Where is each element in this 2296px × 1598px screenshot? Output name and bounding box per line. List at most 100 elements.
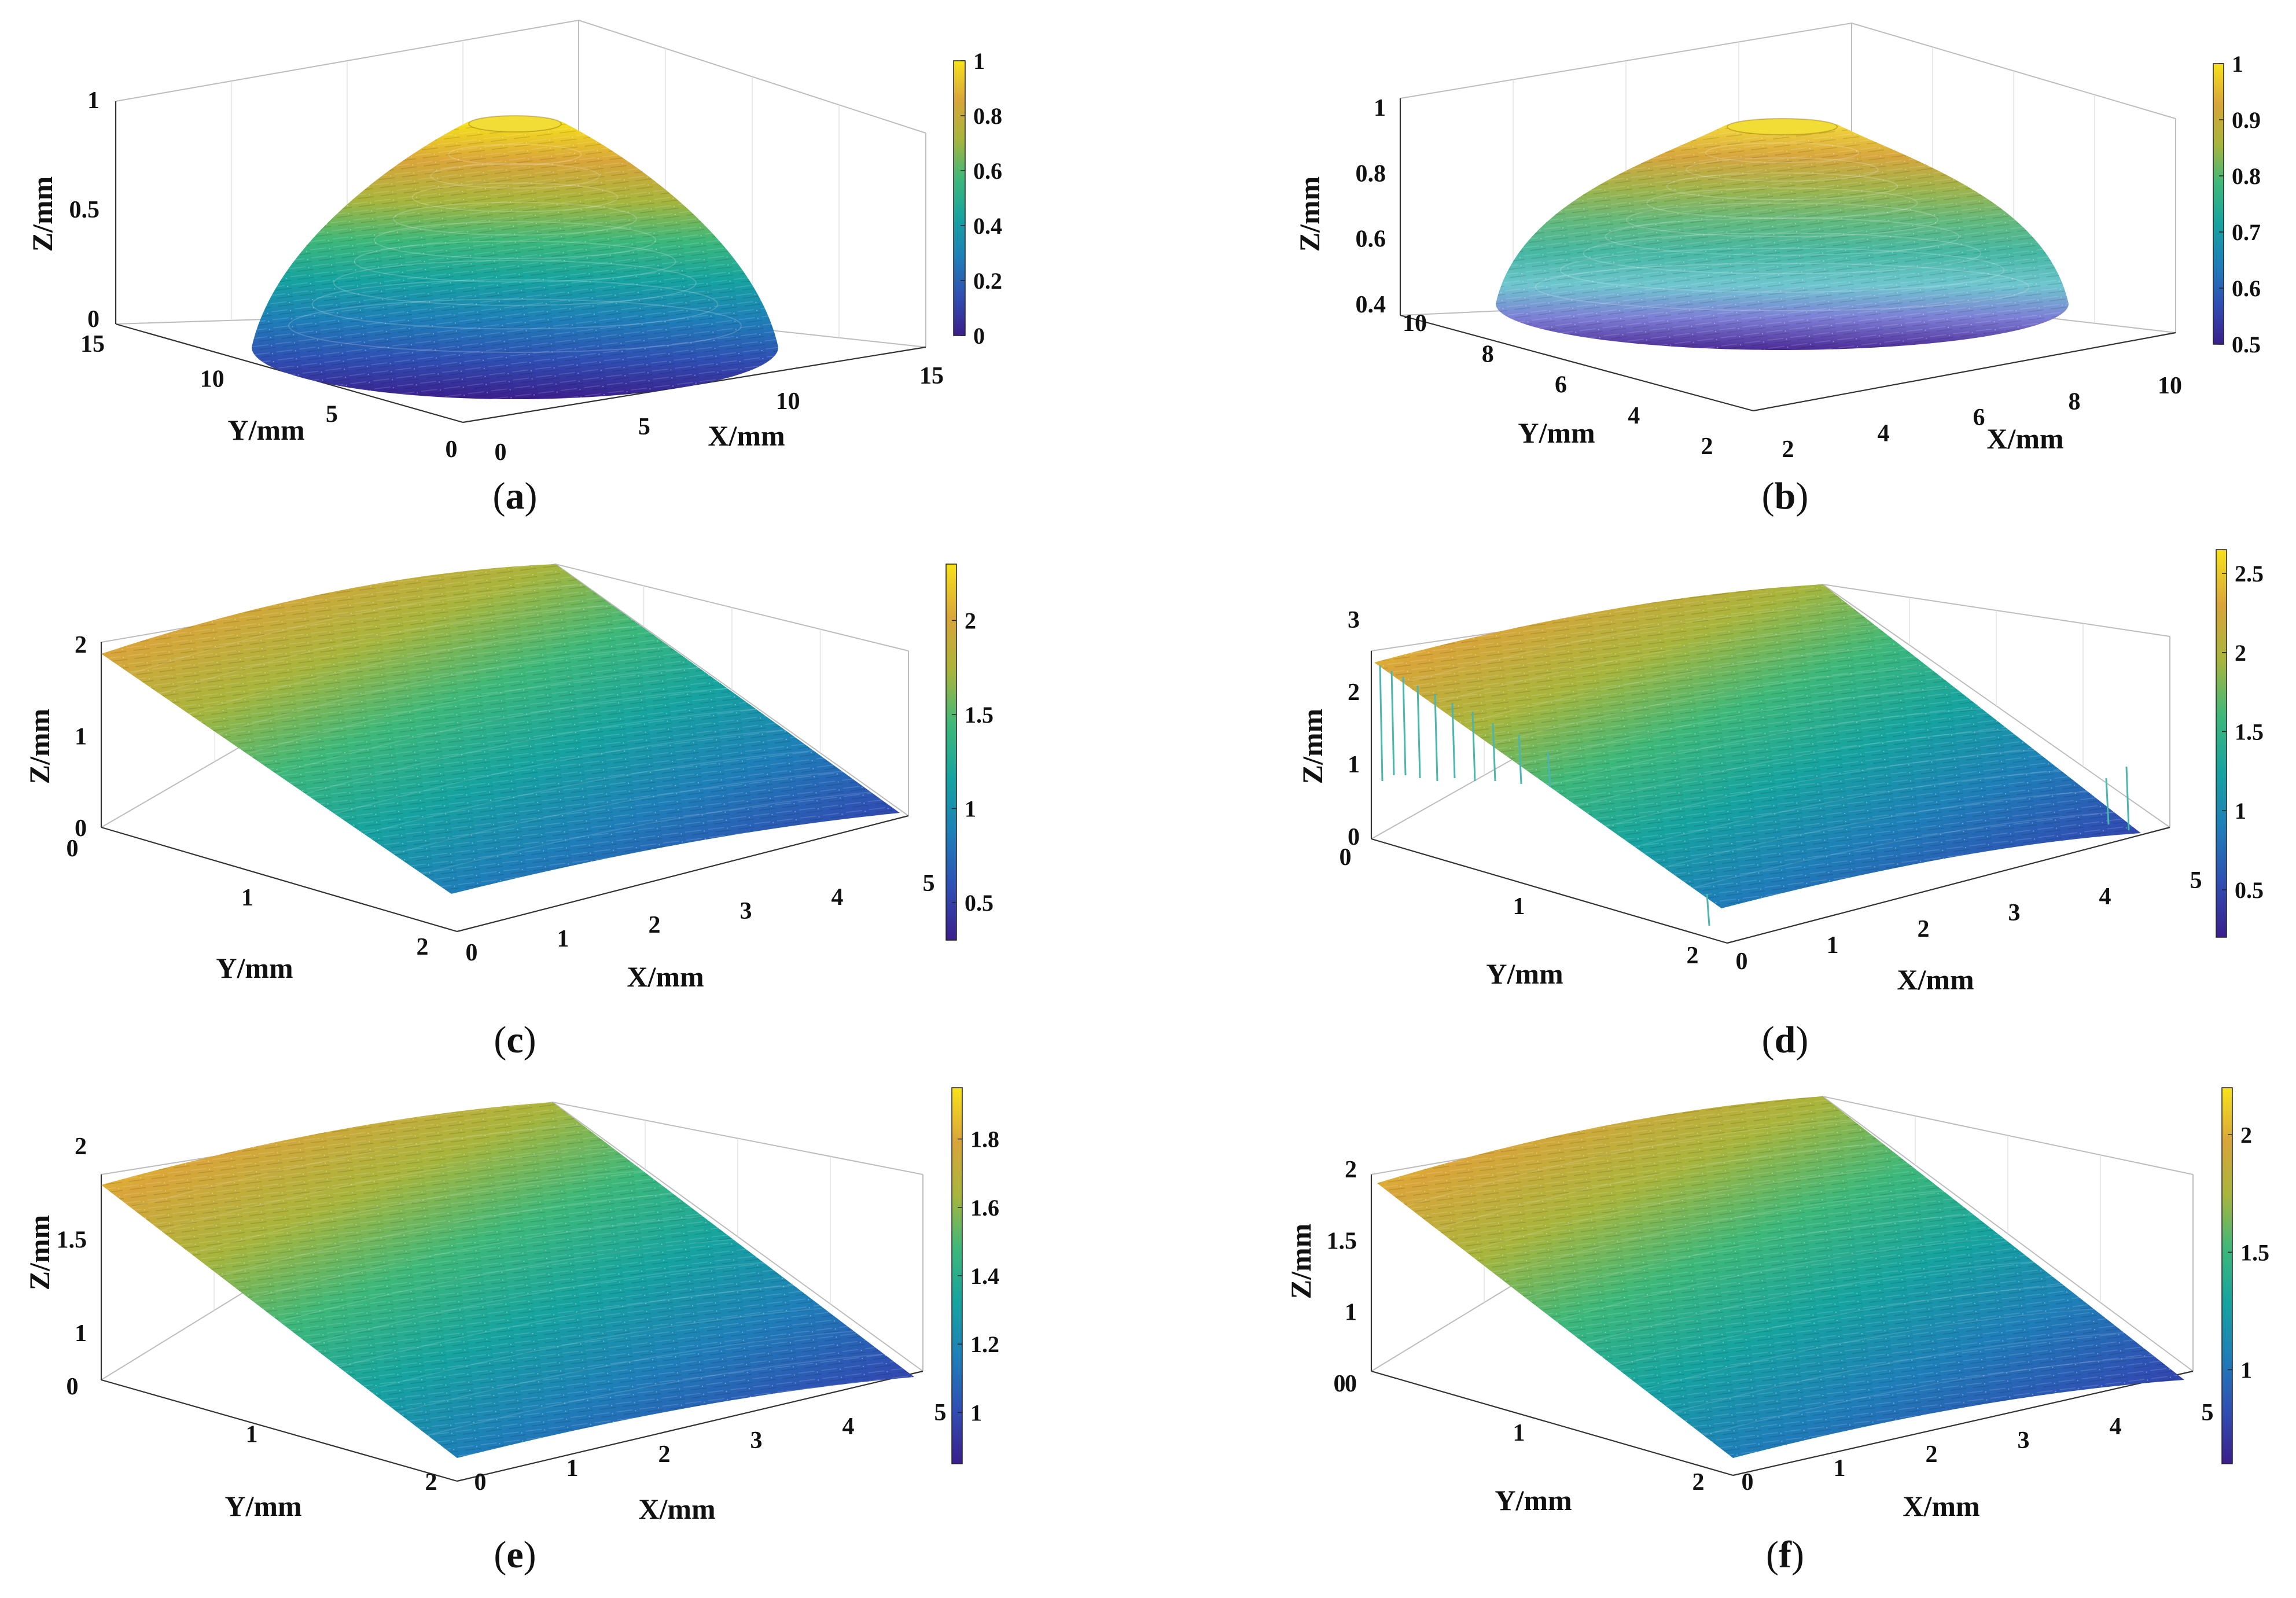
x-tick-label: 3: [740, 898, 752, 925]
contour-ring: [1666, 172, 1898, 200]
z-tick-label: 1: [75, 724, 87, 750]
y-axis-line: [1371, 838, 1728, 944]
outlier-spike: [1390, 671, 1395, 776]
x-tick-label: 3: [2018, 1427, 2030, 1454]
surface-texture: [252, 121, 778, 399]
contour-ring: [411, 182, 619, 212]
y-tick-label: 10: [1403, 310, 1427, 337]
x-axis-label: X/mm: [1986, 422, 2063, 455]
contour-line: [130, 584, 584, 675]
y-tick-label: 1: [1513, 893, 1525, 920]
x-tick-label: 1: [1827, 932, 1839, 959]
y-tick-label: 2: [417, 934, 429, 960]
contour-line: [368, 1308, 824, 1390]
contour-ring: [393, 201, 637, 236]
z-tick-label: 1.5: [57, 1227, 87, 1254]
contour-line: [1673, 1332, 2124, 1413]
x-tick-label: 1: [1834, 1455, 1846, 1482]
contour-line: [308, 1262, 764, 1345]
x-tick-label: 0: [1742, 1469, 1754, 1496]
contour-ring: [1705, 142, 1860, 163]
z-axis-label: Z/mm: [23, 709, 56, 785]
z-tick-label: 0: [87, 306, 100, 333]
colorbar-tick-label: 1: [970, 1400, 982, 1426]
y-tick-label: 0: [67, 835, 79, 862]
contour-line: [1489, 667, 1929, 745]
z-tick-label: 0.6: [1356, 226, 1386, 253]
contour-line: [1525, 1214, 1974, 1298]
y-tick-label: 1: [1513, 1420, 1525, 1446]
contour-line: [1692, 812, 2115, 889]
contour-line: [1495, 1190, 1944, 1276]
x-tick-label: 2: [649, 912, 661, 938]
x-tick-label: 5: [2202, 1400, 2214, 1426]
colorbar-tick-label: 1.2: [970, 1331, 999, 1357]
x-tick-label: 4: [842, 1413, 855, 1440]
y-tick-label: 2: [1692, 1469, 1705, 1496]
contour-line: [1460, 646, 1903, 725]
x-tick-label: 4: [1878, 421, 1890, 447]
x-tick-label: 0: [495, 439, 507, 466]
contour-line: [1518, 687, 1956, 766]
panel-c: 0 1 2 0 1 2 0 1 2 3 4 5 Z/mm Y/mm X/mm 0.5 1 1.5 2: [23, 563, 994, 993]
contour-line: [1555, 1238, 2004, 1321]
outlier-spike: [1434, 694, 1438, 782]
x-tick-label: 4: [831, 884, 844, 911]
contour-line: [159, 605, 613, 695]
contour-line: [1703, 1356, 2154, 1436]
x-axis-label: X/mm: [638, 1493, 715, 1525]
contour-line: [279, 1239, 734, 1322]
y-tick-label: 0: [67, 1374, 79, 1400]
contour-line: [427, 1353, 885, 1436]
contour-ring: [1535, 263, 2030, 311]
contour-ring: [1559, 248, 2005, 293]
surface-peak: [468, 115, 562, 132]
contour-line: [422, 791, 871, 875]
z-tick-label: 2: [1345, 1157, 1357, 1183]
z-tick-label: 0.5: [69, 197, 100, 223]
panel-d: 0 1 2 3 0 1 2 0 1 2 3 4 5 Z/mm Y/mm X/mm 0.5 1 1.5 2 2.5: [1296, 549, 2264, 996]
colorbar-tick-label: 1.5: [2235, 719, 2264, 745]
colorbar-tick-label: 1: [965, 796, 976, 822]
z-tick-label: 1: [1348, 752, 1360, 778]
x-axis-label: X/mm: [1903, 1490, 1979, 1522]
caption-b: (b): [1761, 475, 1809, 517]
y-tick-label: 6: [1555, 372, 1567, 399]
y-tick-label: 1: [246, 1422, 258, 1448]
y-tick-label: 5: [326, 401, 338, 428]
contour-line: [246, 667, 699, 754]
outlier-spike: [2105, 778, 2110, 825]
contour-line: [1605, 749, 2035, 827]
contour-line: [1614, 1284, 2064, 1367]
colorbar-tick-label: 0.4: [973, 213, 1002, 239]
outlier-spike: [1706, 893, 1710, 926]
colorbar: [953, 60, 966, 336]
contour-line: [392, 771, 842, 855]
contour-line: [1432, 625, 1876, 704]
contour-line: [1466, 1166, 1914, 1253]
y-tick-label: 10: [200, 366, 225, 393]
colorbar-tick-label: 0.5: [2232, 332, 2261, 358]
colorbar-tick-label: 0.7: [2232, 219, 2261, 245]
z-tick-label: 2: [1348, 679, 1360, 706]
z-tick-label: 2: [75, 1133, 87, 1160]
colorbar-tick-label: 0.2: [973, 268, 1002, 294]
outlier-spike: [2125, 766, 2130, 831]
outlier-spike: [1547, 752, 1551, 787]
x-tick-label: 3: [2008, 900, 2021, 926]
colorbar-tick-label: 1.5: [2240, 1239, 2269, 1265]
surface-texture: [101, 1102, 914, 1458]
contour-line: [130, 1124, 583, 1209]
x-tick-label: 5: [923, 870, 935, 897]
contour-line: [1643, 1308, 2094, 1390]
contour-line: [1547, 708, 1982, 786]
colorbar: [2221, 1087, 2233, 1464]
colorbar: [2216, 549, 2227, 938]
panel-f: 0 1 1.5 2 0 1 2 0 1 2 3 4 5 Z/mm Y/mm X/mm 1 1.5 2: [1285, 1087, 2269, 1522]
x-tick-label: 6: [1973, 404, 1985, 431]
contour-line: [188, 625, 642, 715]
y-tick-label: 2: [1687, 942, 1699, 969]
x-axis-label: X/mm: [1897, 963, 1974, 996]
contour-line: [219, 1193, 674, 1277]
